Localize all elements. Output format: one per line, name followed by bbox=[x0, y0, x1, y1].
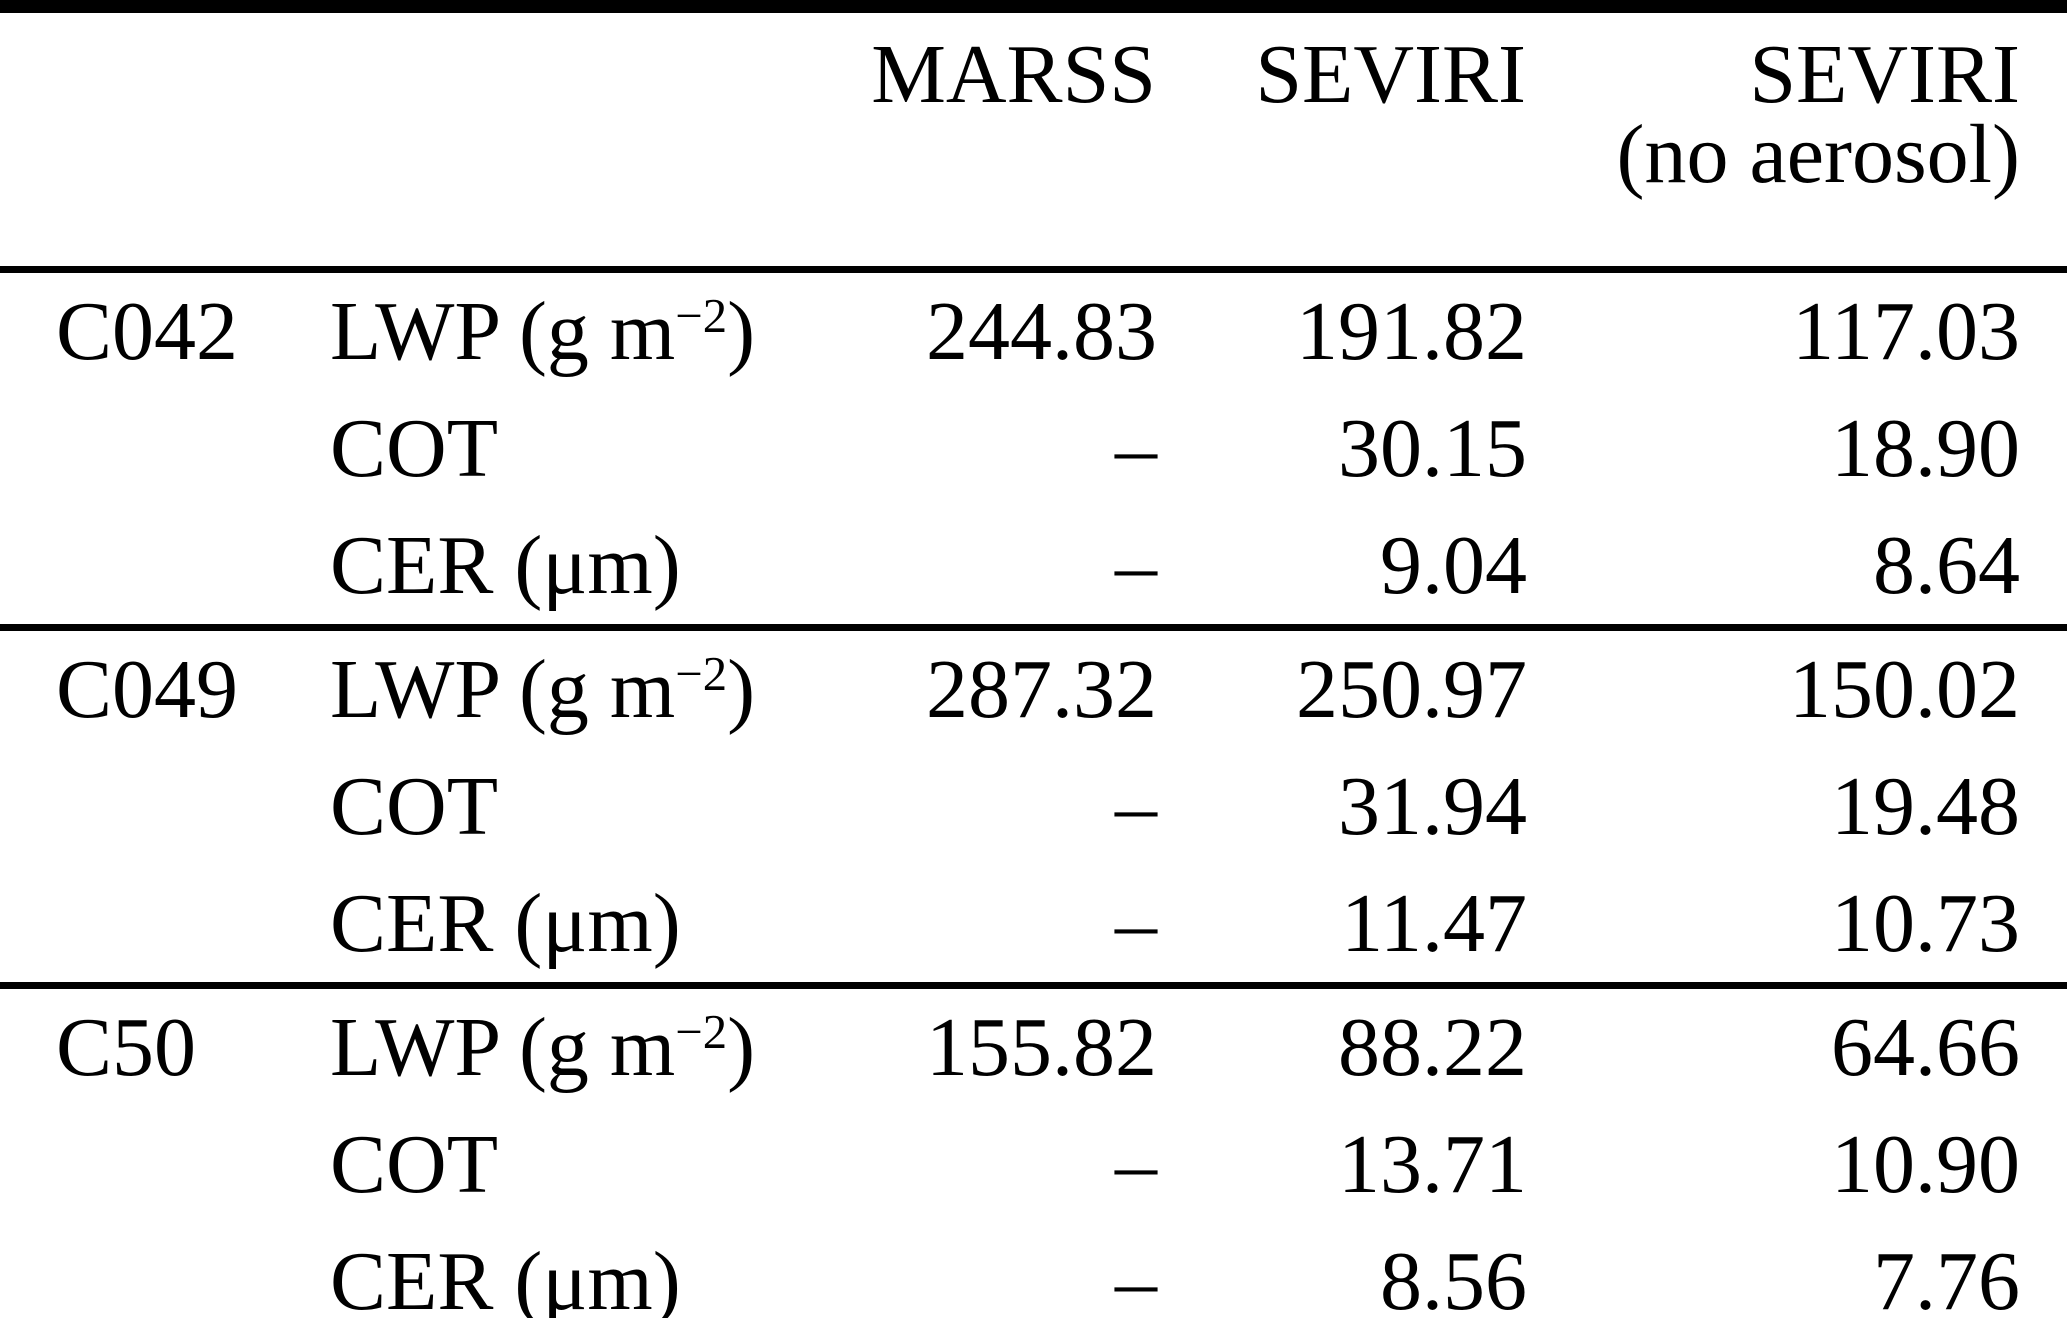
case-label bbox=[0, 865, 330, 986]
param-label: COT bbox=[330, 748, 830, 865]
param-label: COT bbox=[330, 390, 830, 507]
case-label bbox=[0, 507, 330, 628]
value-seviri-no-aerosol: 10.90 bbox=[1831, 1118, 2020, 1211]
table-row: C049 LWP (g m−2) 287.32 250.97 150.02 bbox=[0, 624, 2067, 748]
param-suffix: ) bbox=[727, 1001, 756, 1094]
table-row: COT – 30.15 18.90 bbox=[0, 390, 2067, 507]
value-marss: – bbox=[1115, 519, 1157, 612]
table-row: CER (μm) – 9.04 8.64 bbox=[0, 507, 2067, 628]
value-marss: – bbox=[1115, 1118, 1157, 1211]
table-body: C042 LWP (g m−2) 244.83 191.82 117.03 CO… bbox=[0, 270, 2067, 1318]
table-row: COT – 31.94 19.48 bbox=[0, 748, 2067, 865]
table-row: CER (μm) – 11.47 10.73 bbox=[0, 865, 2067, 986]
case-label: C50 bbox=[0, 982, 330, 1106]
param-superscript: −2 bbox=[675, 289, 728, 344]
param-suffix: ) bbox=[727, 643, 756, 736]
table-row: CER (μm) – 8.56 7.76 bbox=[0, 1223, 2067, 1318]
value-seviri: 31.94 bbox=[1338, 760, 1527, 853]
param-label: LWP (g m−2) bbox=[330, 624, 830, 748]
value-seviri: 8.56 bbox=[1380, 1235, 1527, 1318]
param-label: LWP (g m−2) bbox=[330, 270, 830, 391]
param-label: CER (μm) bbox=[330, 507, 830, 628]
param-text: COT bbox=[330, 402, 498, 495]
param-text: LWP (g m bbox=[330, 643, 676, 736]
value-seviri: 88.22 bbox=[1157, 982, 1527, 1106]
header-seviri: SEVIRI bbox=[1157, 6, 1527, 273]
table-header: MARSS SEVIRI SEVIRI (no aerosol) bbox=[0, 6, 2067, 273]
value-seviri: 250.97 bbox=[1157, 624, 1527, 748]
value-marss: – bbox=[1115, 402, 1157, 495]
value-seviri: 191.82 bbox=[1296, 285, 1527, 378]
value-seviri-no-aerosol: 64.66 bbox=[1527, 982, 2067, 1106]
value-seviri-no-aerosol: 7.76 bbox=[1873, 1235, 2020, 1318]
value-seviri: 13.71 bbox=[1338, 1118, 1527, 1211]
value-seviri: 11.47 bbox=[1341, 877, 1527, 970]
value-seviri-no-aerosol: 117.03 bbox=[1792, 285, 2020, 378]
case-label bbox=[0, 1223, 330, 1318]
param-suffix: ) bbox=[727, 285, 756, 378]
header-seviri-no-aerosol: SEVIRI (no aerosol) bbox=[1527, 6, 2067, 273]
value-marss: 244.83 bbox=[926, 285, 1157, 378]
value-seviri: 9.04 bbox=[1380, 519, 1527, 612]
case-label bbox=[0, 1106, 330, 1223]
param-label: COT bbox=[330, 1106, 830, 1223]
param-text: COT bbox=[330, 1118, 498, 1211]
case-label: C042 bbox=[56, 285, 239, 378]
param-text: COT bbox=[330, 760, 498, 853]
value-seviri-no-aerosol: 19.48 bbox=[1831, 760, 2020, 853]
header-marss: MARSS bbox=[830, 6, 1157, 273]
param-text: LWP (g m bbox=[330, 1001, 676, 1094]
header-row: MARSS SEVIRI SEVIRI (no aerosol) bbox=[0, 6, 2067, 273]
header-case-spacer bbox=[0, 6, 330, 273]
param-superscript: −2 bbox=[675, 1005, 728, 1060]
value-marss: – bbox=[1115, 760, 1157, 853]
value-seviri-no-aerosol: 10.73 bbox=[1831, 877, 2020, 970]
table-row: C50 LWP (g m−2) 155.82 88.22 64.66 bbox=[0, 982, 2067, 1106]
value-seviri-no-aerosol: 18.90 bbox=[1831, 402, 2020, 495]
value-seviri: 30.15 bbox=[1338, 402, 1527, 495]
param-text: LWP (g m bbox=[330, 285, 676, 378]
param-label: LWP (g m−2) bbox=[330, 982, 830, 1106]
table-row: C042 LWP (g m−2) 244.83 191.82 117.03 bbox=[0, 270, 2067, 391]
value-seviri-no-aerosol: 150.02 bbox=[1527, 624, 2067, 748]
param-label: CER (μm) bbox=[330, 1223, 830, 1318]
value-marss: – bbox=[1115, 877, 1157, 970]
header-param-spacer bbox=[330, 6, 830, 273]
param-text: CER (μm) bbox=[330, 519, 681, 612]
param-label: CER (μm) bbox=[330, 865, 830, 986]
header-seviri-no-aerosol-line2: (no aerosol) bbox=[1616, 107, 2020, 201]
header-seviri-no-aerosol-line1: SEVIRI bbox=[1749, 28, 2020, 121]
case-label: C049 bbox=[0, 624, 330, 748]
value-marss: – bbox=[1115, 1235, 1157, 1318]
case-label bbox=[0, 748, 330, 865]
value-marss: 287.32 bbox=[830, 624, 1157, 748]
param-text: CER (μm) bbox=[330, 1235, 681, 1318]
value-marss: 155.82 bbox=[830, 982, 1157, 1106]
param-superscript: −2 bbox=[675, 647, 728, 702]
table-row: COT – 13.71 10.90 bbox=[0, 1106, 2067, 1223]
value-seviri-no-aerosol: 8.64 bbox=[1873, 519, 2020, 612]
case-label bbox=[0, 390, 330, 507]
param-text: CER (μm) bbox=[330, 877, 681, 970]
